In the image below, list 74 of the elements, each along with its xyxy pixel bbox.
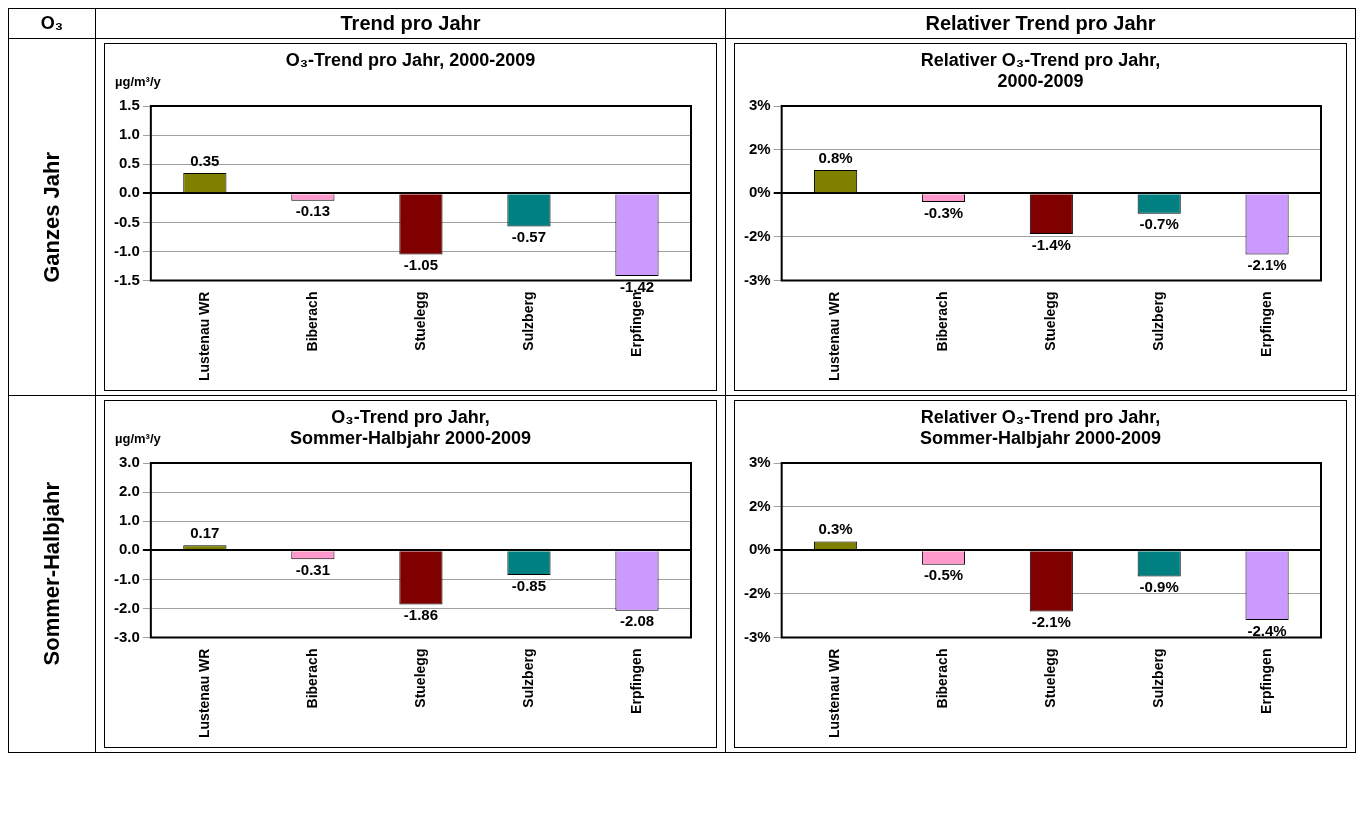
y-tick-label: 2.0 [118, 482, 140, 500]
y-tick-label: 0.5 [118, 154, 140, 172]
y-tick-label: -3.0 [113, 627, 140, 645]
y-tick-label: -2% [743, 584, 771, 602]
y-tick-label: 3.0 [118, 453, 140, 471]
chart-title: Relativer O₃-Trend pro Jahr, Sommer-Halbjahr 2000-2009 [918, 407, 1163, 450]
y-axis-title: µg/m³/y [115, 74, 161, 89]
x-tick-label: Erpfingen [627, 648, 644, 714]
y-tick-label: 3% [748, 453, 771, 471]
x-tick-label: Biberach [303, 291, 320, 352]
chart-title: O₃-Trend pro Jahr, 2000-2009 [284, 50, 537, 72]
x-tick-label: Biberach [303, 648, 320, 709]
y-tick-label: -3% [743, 270, 771, 288]
data-label: -0.5% [923, 566, 964, 584]
data-label: -1.05 [403, 256, 439, 274]
x-tick-label: Erpfingen [627, 291, 644, 357]
data-label: -0.13 [295, 202, 330, 220]
text: O₃ [39, 13, 65, 34]
data-label: -2.1% [1247, 256, 1287, 274]
x-tick-label: Sulzberg [1150, 648, 1167, 708]
y-tick-label: -1.5 [113, 270, 140, 288]
text: Sommer-Halbjahr [39, 482, 65, 666]
y-tick-label: 1.0 [118, 125, 140, 143]
y-tick-label: 1.5 [118, 96, 140, 114]
x-tick-label: Lustenau WR [826, 648, 843, 739]
data-label: -2.08 [619, 612, 655, 630]
y-tick-label: 2% [748, 496, 771, 514]
data-label: -0.7% [1139, 215, 1179, 233]
data-label: -0.57 [511, 228, 547, 246]
y-tick-label: -2.0 [113, 598, 140, 616]
y-tick-label: 2% [748, 139, 771, 157]
data-label: -1.4% [1031, 235, 1071, 253]
data-label: -0.85 [511, 576, 547, 594]
y-tick-label: 0% [748, 183, 771, 201]
data-label: -0.31 [295, 560, 330, 578]
data-label: -1.86 [403, 606, 439, 624]
y-tick-label: -1.0 [113, 241, 140, 259]
x-tick-label: Erpfingen [1257, 648, 1274, 714]
y-tick-label: -3% [743, 627, 771, 645]
x-tick-label: Lustenau WR [195, 291, 212, 382]
x-tick-label: Biberach [934, 291, 951, 352]
data-label: 0.3% [818, 520, 853, 538]
data-label: -0.3% [923, 203, 964, 221]
text: Relativer Trend pro Jahr [924, 12, 1157, 35]
x-tick-label: Stuelegg [411, 648, 428, 708]
data-label: -2.1% [1031, 613, 1071, 631]
x-tick-label: Biberach [934, 648, 951, 709]
y-axis-title: µg/m³/y [115, 431, 161, 446]
x-tick-label: Lustenau WR [195, 648, 212, 739]
x-tick-label: Stuelegg [411, 291, 428, 351]
y-tick-label: 3% [748, 96, 771, 114]
y-tick-label: 0.0 [118, 183, 140, 201]
y-tick-label: -0.5 [113, 212, 140, 230]
x-tick-label: Stuelegg [1042, 648, 1059, 708]
data-label: -2.4% [1247, 621, 1287, 639]
x-tick-label: Sulzberg [1150, 291, 1167, 351]
data-label: 0.17 [190, 523, 220, 541]
data-label: 0.8% [818, 148, 853, 166]
y-tick-label: -1.0 [113, 569, 140, 587]
data-label: 0.35 [190, 151, 220, 169]
text: Ganzes Jahr [39, 151, 65, 283]
x-tick-label: Sulzberg [519, 648, 536, 708]
data-label: -0.9% [1139, 578, 1179, 596]
chart-title: O₃-Trend pro Jahr, Sommer-Halbjahr 2000-2009 [288, 407, 533, 450]
x-tick-label: Sulzberg [519, 291, 536, 351]
y-tick-label: 1.0 [118, 511, 140, 529]
chart-title: Relativer O₃-Trend pro Jahr, 2000-2009 [919, 50, 1162, 93]
x-tick-label: Stuelegg [1042, 291, 1059, 351]
text: Trend pro Jahr [339, 12, 482, 35]
x-tick-label: Lustenau WR [826, 291, 843, 382]
y-tick-label: 0% [748, 540, 771, 558]
x-tick-label: Erpfingen [1257, 291, 1274, 357]
y-tick-label: 0.0 [118, 540, 140, 558]
y-tick-label: -2% [743, 227, 771, 245]
